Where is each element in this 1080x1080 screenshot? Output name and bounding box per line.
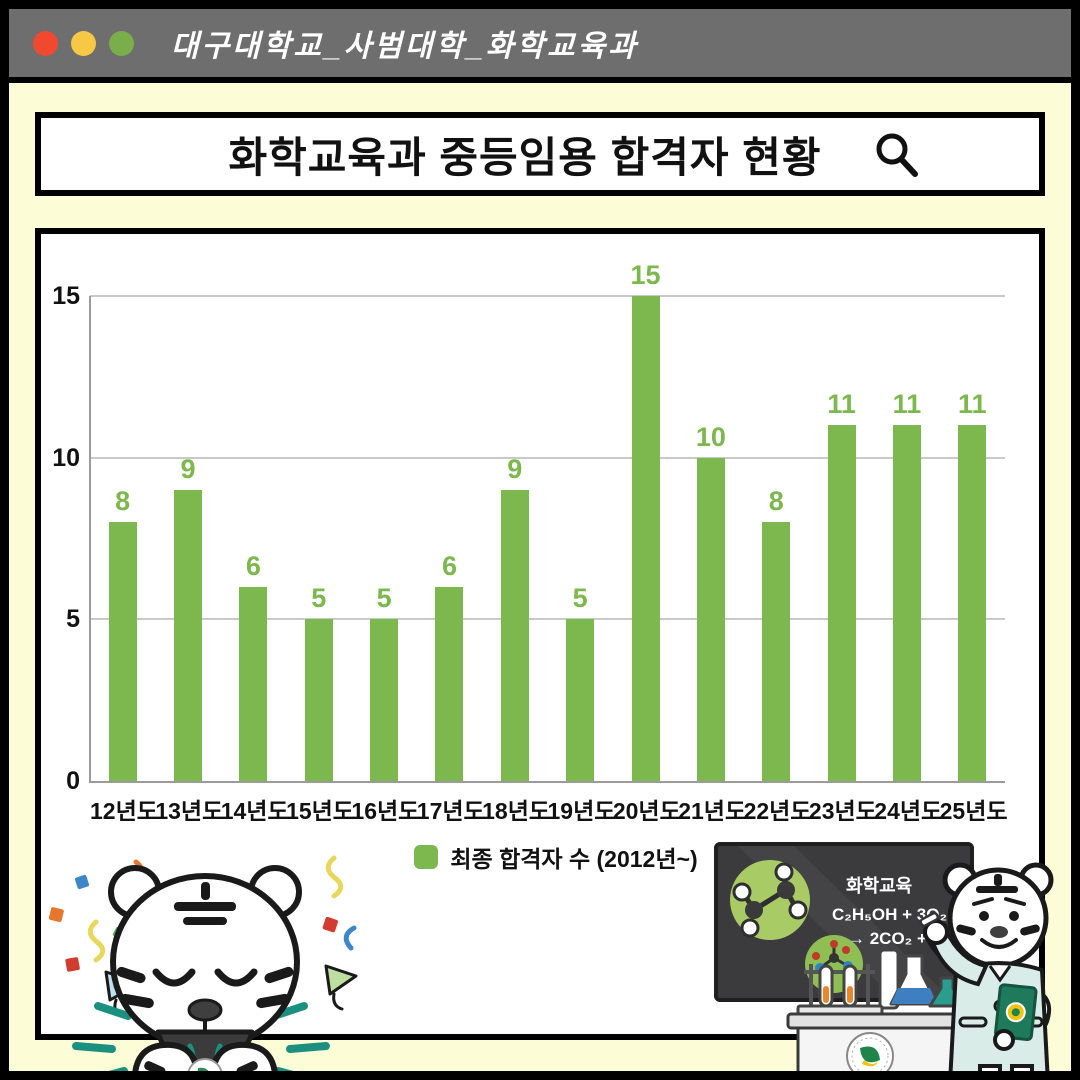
bar-value-label: 6 [441, 551, 457, 581]
x-tick-label: 19년도 [547, 798, 616, 824]
bar-value-label: 5 [572, 583, 588, 614]
y-tick-label: 10 [52, 443, 80, 472]
x-tick-label: 25년도 [939, 798, 1008, 824]
search-icon[interactable] [873, 130, 921, 178]
tiger-teacher [919, 862, 1054, 1071]
window-titlebar: 대구대학교_사범대학_화학교육과 [9, 9, 1071, 83]
x-tick-label: 20년도 [612, 798, 681, 824]
x-tick-label: 22년도 [743, 798, 812, 824]
page-title: 화학교육과 중등임용 합격자 현황 [228, 133, 822, 181]
window-button-maximize[interactable] [109, 30, 134, 56]
bar-value-label: 9 [180, 454, 196, 484]
bar-value-label: 8 [115, 486, 131, 517]
window-button-minimize[interactable] [71, 30, 96, 56]
x-tick-label: 17년도 [416, 798, 485, 824]
tiger-body-clapping [132, 1041, 278, 1071]
y-tick-label: 15 [52, 282, 80, 310]
flask-blue-liquid [891, 988, 937, 1004]
green-tablet [994, 983, 1038, 1042]
bar [566, 619, 595, 781]
blackboard-title: 화학교육 [846, 875, 912, 896]
bar [174, 490, 203, 781]
title-search-box: 화학교육과 중등임용 합격자 현황 [35, 112, 1045, 196]
bar-value-label: 5 [376, 583, 392, 614]
blackboard-formula-1: C₂H₅OH + 3O₂ [832, 905, 947, 924]
bar-value-label: 10 [695, 421, 726, 452]
bar [696, 457, 725, 781]
bar [304, 619, 333, 781]
bar [958, 425, 987, 781]
bar-value-label: 6 [245, 551, 261, 581]
bar [108, 522, 137, 781]
x-tick-label: 14년도 [220, 798, 289, 824]
x-tick-label: 15년도 [286, 798, 354, 824]
window-button-close[interactable] [33, 30, 58, 56]
lab-desk [786, 1012, 968, 1071]
y-tick-label: 5 [66, 605, 80, 634]
x-tick-label: 16년도 [351, 798, 420, 824]
x-tick-label: 12년도 [90, 798, 158, 824]
gridline [90, 618, 1005, 621]
bar-value-label: 5 [311, 583, 327, 614]
legend-swatch [414, 845, 439, 869]
tiger-mascot-celebrating [48, 855, 358, 1071]
x-tick-label: 18년도 [482, 798, 551, 824]
chalk [919, 911, 940, 927]
tiger-eye-left [152, 968, 196, 987]
bar [892, 425, 921, 781]
x-tick-label: 24년도 [874, 798, 943, 824]
tiger-smile [980, 938, 1018, 949]
tiger-mascot-teaching-scene: 화학교육 C₂H₅OH + 3O₂ → 2CO₂ + 3H₂O [714, 842, 1054, 1071]
bar [239, 587, 268, 781]
teal-burst-lines [72, 1002, 330, 1071]
legend-label: 최종 합격자 수 (2012년~) [450, 846, 698, 872]
chart-legend: 최종 합격자 수 (2012년~) [57, 840, 1055, 874]
bar [435, 587, 464, 781]
bar-value-label: 8 [768, 486, 784, 517]
lab-glassware [796, 948, 966, 1016]
bar [500, 490, 529, 781]
bar [370, 619, 399, 781]
gridline [90, 295, 1005, 297]
tiger-eye-right [214, 968, 258, 987]
bar [631, 296, 660, 781]
bar [827, 425, 856, 781]
y-tick-label: 0 [66, 767, 80, 795]
tiger-head [108, 865, 302, 1068]
x-axis-line [89, 781, 1005, 783]
bar-value-label: 9 [507, 454, 523, 484]
bar-value-label: 11 [892, 389, 922, 420]
x-tick-label: 21년도 [678, 798, 747, 824]
gridline [90, 456, 1005, 459]
bar-value-label: 11 [827, 389, 856, 420]
chest-badge [187, 1058, 223, 1071]
x-tick-label: 13년도 [155, 798, 224, 824]
bar-chart: 0 5 10 15 8 12년도 9 13년도 6 14년도 5 15년도 5 16년도 6 17년도 9 18년… [41, 234, 1039, 1034]
window-title: 대구대학교_사범대학_화학교육과 [171, 30, 639, 63]
bar-value-label: 15 [630, 260, 661, 290]
bar [762, 522, 791, 781]
x-tick-label: 23년도 [808, 798, 877, 824]
y-axis-line [89, 296, 91, 781]
bar-value-label: 11 [958, 389, 987, 420]
